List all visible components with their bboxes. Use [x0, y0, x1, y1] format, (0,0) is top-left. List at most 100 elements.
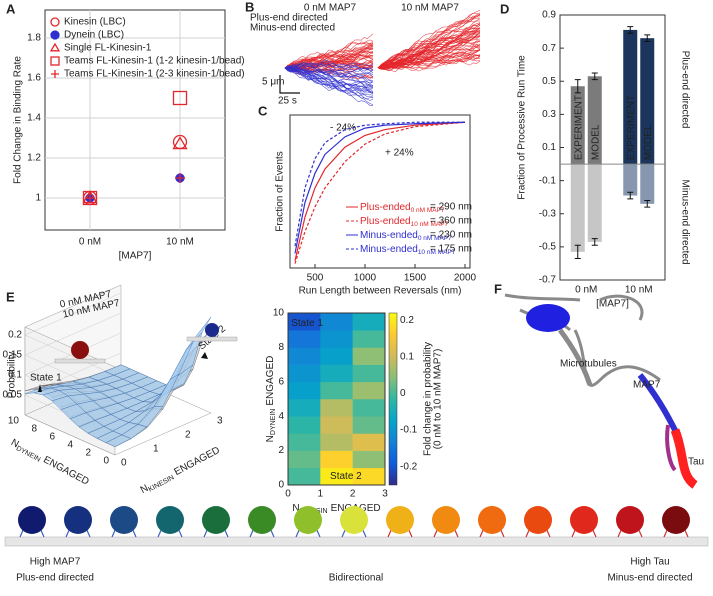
tau-axon: [665, 424, 677, 472]
bar: [623, 29, 638, 165]
line: [294, 121, 465, 247]
axis-label: NDYNEINENGAGED: [9, 437, 91, 488]
y-tick-label: 10: [273, 308, 285, 319]
x-tick-label: 0 nM: [79, 237, 101, 248]
y-tick-label: 4: [278, 411, 284, 422]
plot-area: [289, 114, 471, 269]
heatmap-cell: [320, 330, 353, 348]
y-tick-label: 2: [278, 445, 284, 456]
label-rest: ENGAGED: [41, 454, 90, 487]
y-tick-label: 4: [67, 440, 73, 451]
marker: [85, 193, 95, 203]
legend-label: Plus-ended10 nM MAP7: [360, 216, 449, 228]
cargo: [616, 506, 644, 534]
heatmap-cell: [320, 416, 353, 434]
label-rest: ENGAGED: [172, 445, 221, 478]
legend-condition: 10 nM MAP7: [411, 221, 449, 228]
bar: [640, 38, 655, 165]
x-tick-label: 1000: [354, 273, 377, 284]
y-tick-label: 1: [35, 193, 41, 204]
condition-label: 10 nM MAP7: [401, 3, 459, 14]
x-tick-label: 0: [285, 489, 291, 500]
cargo: [64, 506, 92, 534]
colorbar-tick-label: 0: [400, 388, 406, 399]
bar: [587, 76, 602, 165]
panel-label: B: [245, 0, 254, 14]
y-axis-label: Fraction of Processive Run Time: [517, 55, 528, 200]
legend-label: Kinesin (LBC): [64, 17, 126, 28]
y-tick-label: 0: [278, 480, 284, 491]
neuron: [557, 328, 593, 386]
cargo: [662, 506, 690, 534]
heatmap-cell: [288, 347, 321, 365]
colorbar-tick-label: 0.1: [400, 352, 414, 363]
cargo: [202, 506, 230, 534]
trace: [284, 67, 374, 81]
panel-label: E: [6, 289, 15, 304]
heatmap-cell: [352, 467, 386, 486]
heatmap-cell: [352, 450, 386, 469]
heatmap-cell: [320, 450, 353, 469]
trace: [284, 48, 374, 69]
colorbar-label: Fold change in probability: [423, 342, 434, 456]
cargo: [478, 506, 506, 534]
legend-label: Teams FL-Kinesin-1 (2-3 kinesin-1/bead): [64, 69, 245, 80]
heatmap-cell: [352, 347, 386, 365]
y-tick-label: 2: [85, 448, 91, 459]
marker: [172, 90, 188, 106]
heatmap-cell: [320, 433, 353, 451]
heatmap-cell: [288, 433, 321, 451]
microtubule: [4, 536, 709, 547]
heatmap-cell: [320, 381, 353, 400]
error-bar: [627, 26, 634, 34]
trace: [377, 25, 481, 69]
heatmap-cell: [352, 433, 386, 451]
heatmap-cell: [352, 416, 386, 434]
legend-name: Plus-ended: [360, 202, 411, 213]
y-tick-label: 6: [278, 376, 284, 387]
x-tick-label: 2: [350, 489, 356, 500]
y-tick-label: 1.8: [27, 33, 41, 44]
x-tick-label: 1: [153, 444, 159, 455]
trace: [284, 67, 374, 93]
annotation: - 24%: [330, 123, 356, 134]
x-axis-label: Run Length between Reversals (nm): [299, 286, 462, 297]
legend-condition: 0 nM MAP7: [411, 207, 445, 214]
legend-name: Plus-ended: [360, 216, 411, 227]
annotation: + 24%: [385, 148, 414, 159]
marker: [175, 173, 185, 183]
trace: [377, 24, 481, 69]
marker: [172, 136, 188, 150]
annotation-arrow: [38, 384, 42, 392]
bar: [640, 164, 655, 204]
microtubule: [54, 358, 106, 364]
legend-label: Minus-end directed: [250, 23, 335, 34]
y-tick-label: 1.2: [27, 153, 41, 164]
trace: [377, 43, 481, 69]
schematic-label: High MAP7: [30, 557, 81, 568]
x-tick-label: 0: [121, 458, 127, 469]
y-tick-label: -0.7: [539, 275, 557, 286]
trace: [284, 66, 374, 100]
x-tick-label: 2000: [454, 273, 477, 284]
z-axis-label: Probability: [7, 352, 18, 399]
trace: [284, 67, 374, 98]
cargo: [110, 506, 138, 534]
y-tick-label: 0.5: [542, 76, 556, 87]
legend-marker: [50, 17, 60, 27]
legend-condition: 0 nM MAP7: [418, 235, 452, 242]
heatmap-cell: [352, 330, 386, 348]
legend-marker: [50, 56, 60, 66]
label-main: N: [292, 503, 299, 514]
label-sub: DYNEIN: [270, 409, 277, 435]
bar: [623, 164, 638, 196]
heatmap-cell: [288, 330, 321, 348]
legend-label: Dynein (LBC): [64, 30, 124, 41]
trace: [284, 67, 374, 94]
cargo: [18, 506, 46, 534]
microtubule: [186, 336, 238, 342]
schematic-label: Plus-end directed: [16, 573, 94, 584]
line: [294, 121, 466, 264]
legend-name: Minus-ended: [360, 244, 418, 255]
label-main: N: [9, 437, 21, 450]
